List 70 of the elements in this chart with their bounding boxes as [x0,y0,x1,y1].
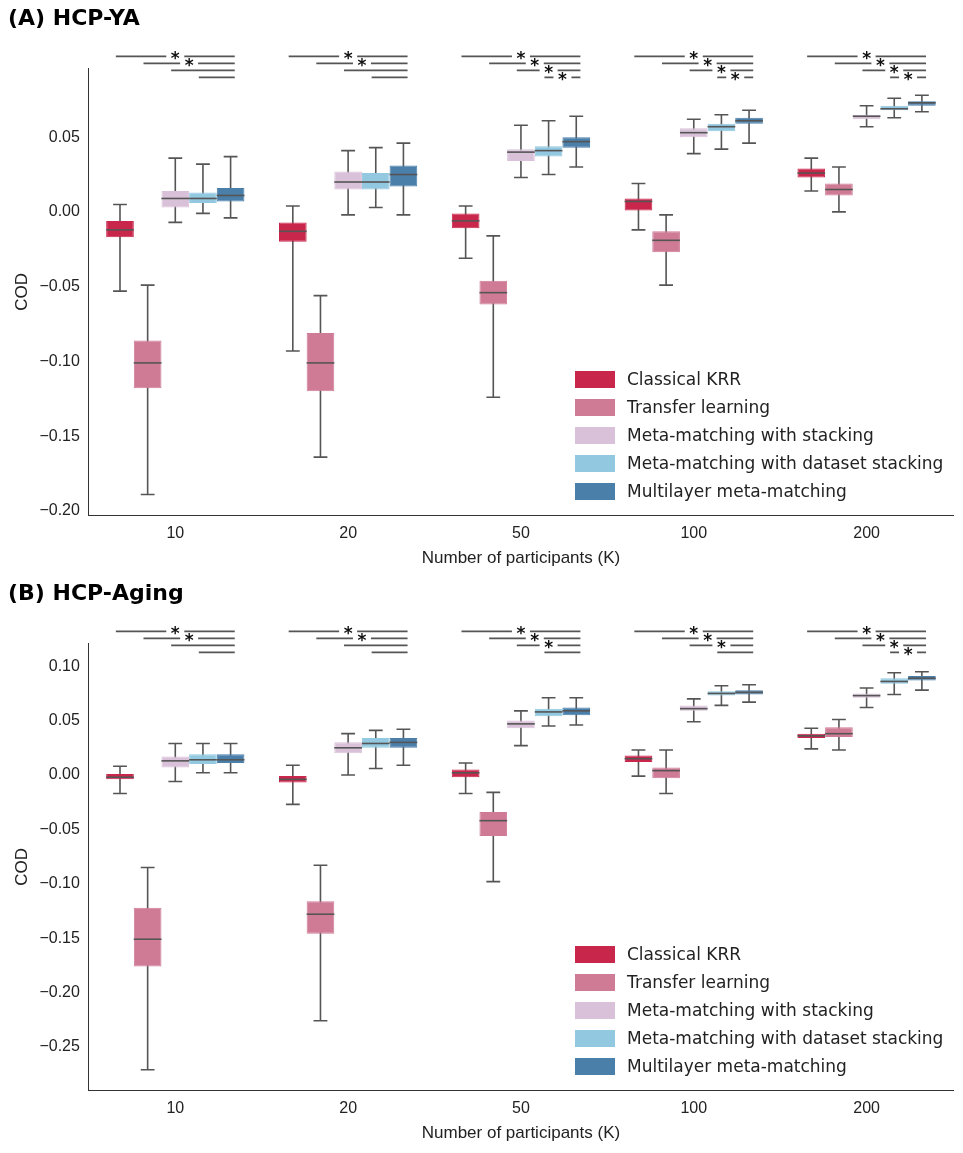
annotation: * [703,54,713,75]
legend-label: Meta-matching with dataset stacking [627,452,944,476]
annotation: * [557,68,567,89]
x-tick-label: 50 [512,524,530,542]
y-tick-label: 0.05 [48,711,80,729]
y-tick-label: −0.10 [39,351,80,369]
y-tick-label: −0.20 [39,982,80,1000]
annotation: * [357,54,367,75]
annotation: * [875,629,885,650]
annotation: * [530,54,540,75]
x-tick-label: 20 [339,1099,358,1117]
annotation: * [716,61,726,82]
chart-title: (A) HCP-YA [8,4,140,30]
y-tick-label: −0.15 [39,426,80,444]
legend-label: Meta-matching with stacking [627,999,874,1023]
legend-label: Multilayer meta-matching [627,480,847,504]
legend-label: Classical KRR [627,368,742,392]
y-tick-label: −0.05 [39,819,80,837]
annotation: * [184,629,194,650]
text: * [516,47,526,68]
x-axis-title: Number of participants (K) [421,1123,621,1143]
text: * [689,47,699,68]
y-tick-label: −0.10 [39,874,80,892]
annotation: * [716,636,726,657]
annotation: * [357,629,367,650]
y-tick-label: −0.15 [39,928,80,946]
text: * [170,622,180,643]
y-axis-title: COD [11,273,31,311]
text: * [862,622,872,643]
annotation: * [889,61,899,82]
text: * [862,47,872,68]
y-tick-label: −0.20 [39,501,80,519]
annotation: * [889,636,899,657]
text: * [170,47,180,68]
text: * [343,47,353,68]
annotation: * [875,54,885,75]
x-tick-label: 20 [339,524,358,542]
annotation: * [530,629,540,650]
y-tick-label: −0.25 [39,1037,80,1055]
y-tick-label: −0.05 [39,277,80,295]
legend-label: Meta-matching with stacking [627,424,874,448]
annotation: * [544,61,554,82]
text: * [689,622,699,643]
annotation: * [730,68,740,89]
x-tick-label: 200 [853,524,881,542]
legend-label: Multilayer meta-matching [627,1055,847,1079]
y-tick-label: 0.00 [48,765,80,783]
x-tick-label: 50 [512,1099,530,1117]
x-tick-label: 100 [680,1099,708,1117]
y-axis-title: COD [11,848,31,886]
x-tick-label: 100 [680,524,708,542]
chart-title: (B) HCP-Aging [8,579,184,605]
x-tick-label: 200 [853,1099,881,1117]
legend-label: Meta-matching with dataset stacking [627,1027,944,1051]
text: * [516,622,526,643]
x-axis-title: Number of participants (K) [421,548,621,568]
y-tick-label: 0.00 [48,202,80,220]
x-tick-label: 10 [166,524,185,542]
annotation: * [703,629,713,650]
annotation: * [184,54,194,75]
y-tick-label: 0.05 [48,127,80,145]
annotation: * [903,68,913,89]
legend-label: Transfer learning [627,396,771,420]
annotation: * [903,643,913,664]
legend-label: Transfer learning [627,971,771,995]
y-tick-label: 0.10 [48,656,80,674]
legend-label: Classical KRR [627,943,742,967]
x-tick-label: 10 [166,1099,185,1117]
text: * [343,622,353,643]
annotation: * [544,636,554,657]
